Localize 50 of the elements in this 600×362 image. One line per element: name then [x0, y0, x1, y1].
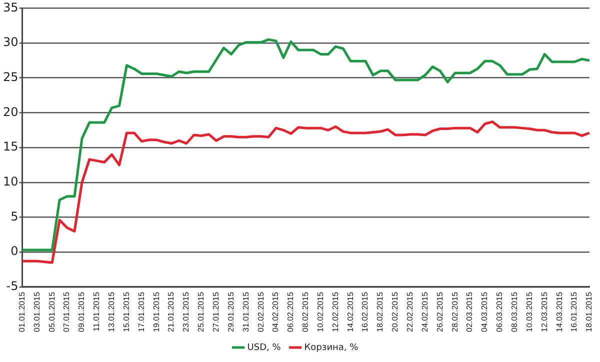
- x-tick-label: 10.03.2015: [524, 291, 534, 332]
- legend-label: Корзина, %: [304, 342, 359, 353]
- x-tick-label: 31.01.2015: [241, 291, 250, 332]
- x-tick-label: 15.01.2015: [122, 291, 131, 332]
- y-tick-label: -5: [6, 279, 18, 294]
- x-tick-label: 23.01.2015: [182, 291, 191, 332]
- x-tick-label: 03.01.2015: [32, 291, 42, 332]
- legend-label: USD, %: [247, 342, 282, 353]
- x-tick-label: 04.03.2015: [480, 291, 490, 332]
- x-tick-label: 25.01.2015: [196, 291, 206, 332]
- y-tick-label: 15: [2, 140, 18, 154]
- y-tick-label: 20: [2, 104, 18, 119]
- x-tick-label: 14.03.2015: [554, 291, 564, 332]
- y-tick-label: 10: [2, 174, 18, 189]
- x-tick-label: 08.02.2015: [301, 291, 310, 332]
- x-tick-label: 16.02.2015: [360, 291, 370, 332]
- x-tick-label: 06.03.2015: [495, 291, 504, 332]
- x-tick-label: 14.02.2015: [346, 291, 355, 332]
- x-tick-label: 18.01.2015: [584, 291, 594, 332]
- x-tick-label: 09.01.2015: [77, 291, 86, 332]
- x-tick-label: 24.02.2015: [420, 291, 430, 332]
- x-tick-label: 20.02.2015: [390, 291, 400, 332]
- x-tick-label: 01.01.2015: [17, 291, 26, 332]
- x-tick-label: 19.01.2015: [152, 291, 161, 332]
- x-tick-label: 05.01.2015: [47, 291, 56, 332]
- x-tick-label: 22.02.2015: [406, 291, 415, 332]
- x-tick-label: 04.02.2015: [271, 291, 280, 332]
- x-tick-label: 12.02.2015: [330, 291, 340, 332]
- x-tick-label: 21.01.2015: [166, 291, 176, 332]
- x-tick-label: 10.02.2015: [316, 291, 325, 332]
- x-tick-label: 27.01.2015: [211, 291, 220, 332]
- x-tick-label: 16.01.2015: [570, 291, 579, 332]
- y-tick-label: 0: [10, 244, 18, 258]
- x-tick-label: 13.01.2015: [107, 291, 116, 332]
- x-tick-label: 18.02.2015: [376, 291, 385, 332]
- x-tick-label: 02.02.2015: [256, 291, 266, 332]
- y-tick-label: 5: [10, 209, 18, 224]
- x-tick-label: 26.02.2015: [435, 291, 444, 332]
- y-tick-label: 35: [2, 0, 18, 14]
- x-tick-label: 12.03.2015: [540, 291, 549, 332]
- x-tick-label: 02.03.2015: [465, 291, 474, 332]
- x-tick-label: 11.01.2015: [92, 291, 102, 332]
- x-tick-label: 06.02.2015: [286, 291, 296, 332]
- x-tick-label: 07.01.2015: [62, 291, 72, 332]
- x-tick-label: 28.02.2015: [450, 291, 460, 332]
- x-tick-label: 29.01.2015: [226, 291, 236, 332]
- x-tick-label: 17.01.2015: [136, 291, 146, 332]
- x-tick-label: 08.03.2015: [510, 291, 519, 332]
- y-tick-label: 25: [2, 70, 18, 84]
- y-tick-label: 30: [2, 35, 18, 50]
